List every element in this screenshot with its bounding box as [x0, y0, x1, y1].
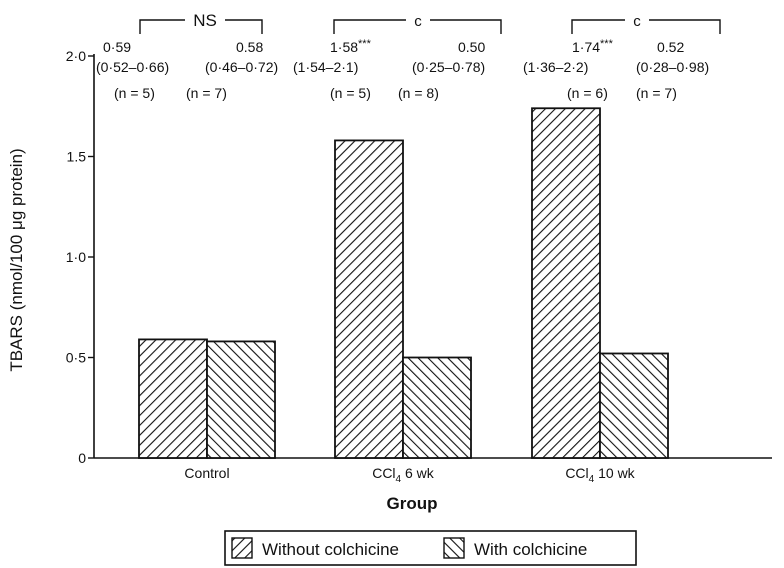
- y-tick-label: 1.5: [67, 149, 87, 165]
- legend-label: Without colchicine: [262, 540, 399, 559]
- n-label: (n = 6): [567, 85, 608, 101]
- n-label: (n = 5): [114, 85, 155, 101]
- significance-bracket: c: [333, 13, 502, 34]
- value-label: 0·59: [103, 39, 131, 55]
- range-label: (1·36–2·2): [523, 59, 588, 75]
- range-label: (1·54–2·1): [293, 59, 358, 75]
- bracket-line: [139, 19, 263, 34]
- significance-label: c: [414, 13, 422, 30]
- significance-bracket: NS: [139, 11, 263, 34]
- legend: Without colchicine With colchicine: [224, 530, 637, 566]
- legend-label: With colchicine: [474, 540, 587, 559]
- value-label: 1·58***: [330, 38, 372, 55]
- x-axis-title: Group: [387, 494, 438, 513]
- bar-without-colchicine-1: [334, 139, 404, 459]
- value-label: 0.52: [657, 39, 684, 55]
- bar-with-colchicine-1: [402, 356, 472, 459]
- annotations: Control CCl4 6 wk CCl4 10 wk 0·59 (0·52–0·66…: [96, 11, 721, 485]
- bars: [138, 107, 669, 459]
- x-tick-label: CCl4 6 wk: [372, 465, 435, 485]
- value-label: 1·74***: [572, 38, 614, 55]
- significance-label: c: [633, 13, 641, 30]
- bracket-line: [333, 19, 502, 34]
- n-label: (n = 7): [636, 85, 677, 101]
- bar-without-colchicine-0: [138, 338, 208, 459]
- bar-with-colchicine-0: [206, 340, 276, 459]
- value-label: 0.58: [236, 39, 263, 55]
- legend-swatch: [231, 537, 253, 559]
- significance-label: NS: [193, 11, 217, 30]
- range-label: (0·28–0·98): [636, 59, 709, 75]
- legend-box: [224, 530, 637, 566]
- range-label: (0·46–0·72): [205, 59, 278, 75]
- range-label: (0·52–0·66): [96, 59, 169, 75]
- y-axis-title: TBARS (nmol/100 μg protein): [7, 148, 26, 371]
- bracket-line: [571, 19, 721, 34]
- bar-with-colchicine-2: [599, 352, 669, 459]
- n-label: (n = 5): [330, 85, 371, 101]
- value-label: 0.50: [458, 39, 485, 55]
- x-tick-label: CCl4 10 wk: [565, 465, 635, 485]
- legend-swatch: [443, 537, 465, 559]
- range-label: (0·25–0·78): [412, 59, 485, 75]
- y-tick-label: 1·0: [66, 249, 86, 265]
- x-tick-label: Control: [184, 465, 229, 481]
- y-tick-label: 0: [78, 450, 86, 466]
- y-tick-label: 2·0: [66, 48, 86, 64]
- significance-bracket: c: [571, 13, 721, 34]
- bar-without-colchicine-2: [531, 107, 601, 459]
- n-label: (n = 7): [186, 85, 227, 101]
- y-tick-label: 0·5: [66, 350, 86, 366]
- n-label: (n = 8): [398, 85, 439, 101]
